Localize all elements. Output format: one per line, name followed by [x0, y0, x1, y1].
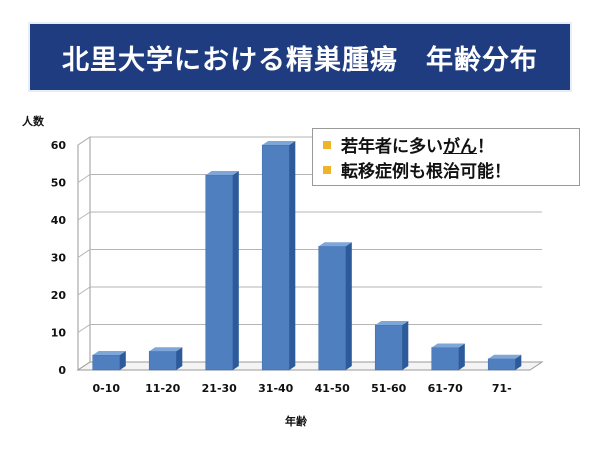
bar	[92, 351, 126, 371]
bar-top	[488, 354, 522, 359]
gridline	[77, 324, 542, 333]
y-tick-label: 50	[51, 177, 67, 190]
bar-front	[148, 351, 177, 371]
x-tick-label: 21-30	[202, 382, 238, 395]
y-tick-label: 20	[51, 289, 67, 302]
callout-line-1-post: ！	[477, 137, 494, 157]
bar-side	[119, 351, 126, 370]
key-points-callout: 若年者に多い がん！ 転移症例も根治可能！	[312, 128, 580, 186]
callout-line-1: 若年者に多い がん！	[323, 132, 569, 157]
plot-floor	[76, 361, 544, 371]
bar-front	[374, 324, 403, 371]
x-tick-label: 71-	[492, 382, 512, 395]
bar-front	[487, 358, 516, 371]
callout-line-2: 転移症例も根治可能！	[323, 157, 569, 182]
bar-top	[92, 351, 126, 355]
bar	[148, 347, 183, 371]
bars	[92, 141, 522, 371]
x-tick-label: 0-10	[92, 382, 120, 395]
callout-line-2-text: 転移症例も根治可能！	[341, 162, 511, 182]
callout-line-1-underlined: がん	[443, 137, 477, 157]
bar-front	[205, 174, 234, 371]
bar-top	[262, 141, 296, 145]
bar-front	[92, 354, 121, 371]
y-tick-label: 40	[51, 214, 67, 227]
gridline	[77, 286, 542, 296]
y-axis-label: 人数	[22, 114, 45, 128]
slide-title-main: 北里大学における精巣腫瘍	[62, 44, 398, 76]
bar-top	[205, 171, 239, 175]
bullet-square-icon	[323, 140, 331, 149]
x-tick-label: 51-60	[371, 382, 407, 395]
slide-title-banner: 北里大学における精巣腫瘍 年齢分布	[28, 22, 572, 92]
bar	[318, 242, 352, 371]
bar-front	[431, 347, 460, 371]
y-tick-label: 30	[51, 252, 67, 265]
bar	[487, 354, 522, 371]
bar	[261, 141, 296, 371]
y-tick-labels: 0 10 20 30 40 50 60	[51, 139, 67, 377]
bar-side	[176, 347, 183, 370]
bullet-square-icon	[323, 165, 331, 174]
bar-side	[289, 141, 296, 370]
slide-title-sub: 年齢分布	[426, 44, 538, 76]
bar-side	[345, 242, 352, 370]
bar	[374, 321, 409, 371]
bar-top	[375, 321, 409, 325]
bar-front	[261, 144, 290, 371]
bar-front	[318, 246, 347, 371]
y-tick-label: 0	[58, 364, 66, 377]
bar-side	[458, 343, 465, 370]
bar	[431, 343, 465, 371]
x-tick-label: 31-40	[258, 382, 294, 395]
y-tick-label: 10	[51, 327, 67, 340]
bar-top	[318, 242, 352, 247]
x-tick-labels: 0-10 11-20 21-30 31-40 41-50 51-60 61-70 71-	[92, 382, 511, 395]
y-tick-label: 60	[51, 139, 67, 152]
bar-side	[232, 171, 239, 370]
x-tick-label: 41-50	[315, 382, 351, 395]
x-axis-label: 年齢	[285, 414, 308, 428]
gridline	[77, 249, 542, 258]
bar	[205, 171, 239, 371]
bar-side	[402, 321, 409, 370]
callout-line-1-pre: 若年者に多い	[341, 137, 443, 157]
bar-top	[431, 343, 465, 348]
x-tick-label: 61-70	[428, 382, 464, 395]
bar-top	[149, 347, 183, 352]
bar-side	[515, 354, 522, 370]
gridline	[77, 211, 542, 221]
x-tick-label: 11-20	[145, 382, 181, 395]
